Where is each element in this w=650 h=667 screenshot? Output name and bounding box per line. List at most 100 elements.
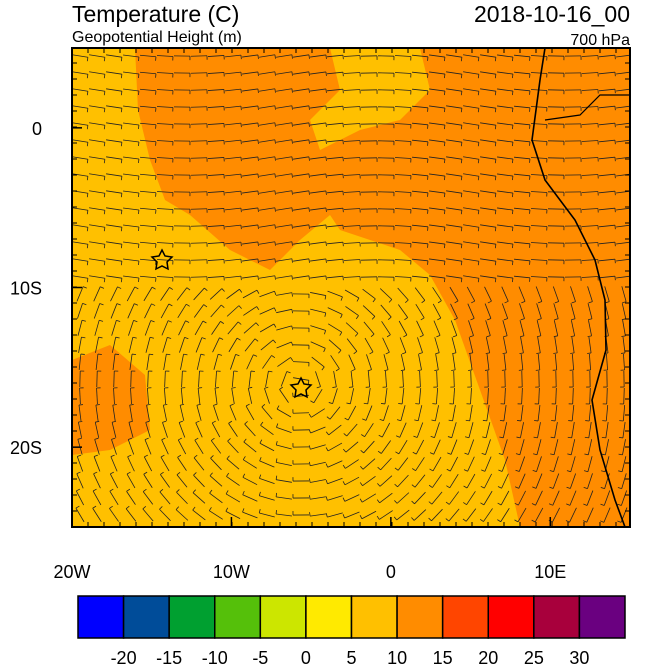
barb: [178, 422, 186, 438]
barb: [293, 156, 309, 160]
barb: [486, 405, 490, 421]
barb: [316, 386, 321, 389]
barb: [308, 190, 310, 195]
barb: [548, 503, 553, 506]
barb: [227, 321, 239, 335]
barb: [214, 387, 219, 389]
barb: [138, 277, 140, 283]
barb: [259, 173, 275, 177]
barb: [413, 435, 418, 438]
barb: [95, 337, 99, 353]
barb: [156, 157, 174, 159]
barb: [156, 191, 174, 193]
colorbar-box: [487, 595, 535, 639]
barb: [291, 224, 293, 229]
barb: [144, 437, 149, 440]
barb: [129, 404, 134, 406]
barb: [259, 439, 263, 444]
barb: [327, 323, 343, 333]
barb: [78, 420, 83, 423]
colorbar-box: [77, 595, 125, 639]
barb: [395, 435, 400, 438]
barb: [446, 468, 451, 472]
barb: [262, 355, 272, 369]
barb: [106, 241, 122, 245]
barb: [93, 286, 101, 302]
barb: [429, 71, 445, 75]
barb: [451, 337, 457, 353]
barb: [434, 369, 439, 371]
barb: [117, 286, 122, 289]
barb: [404, 317, 408, 321]
barb: [159, 491, 171, 505]
barb: [414, 474, 426, 488]
barb: [259, 460, 275, 468]
barb: [246, 354, 254, 370]
barb: [308, 275, 310, 280]
barb: [379, 475, 393, 487]
colorbar-label: -10: [202, 648, 228, 667]
barb: [257, 258, 259, 263]
barb: [128, 320, 134, 336]
barb: [198, 370, 200, 388]
barb: [536, 320, 542, 336]
barb: [156, 276, 174, 278]
barb: [147, 387, 149, 405]
barb: [86, 57, 89, 62]
barb: [106, 71, 122, 75]
barb: [520, 318, 525, 321]
barb: [225, 88, 241, 92]
barb: [412, 241, 428, 245]
barb: [242, 494, 258, 502]
barb: [242, 476, 258, 486]
barb: [396, 492, 410, 504]
barb: [463, 88, 479, 92]
barb: [394, 55, 412, 57]
barb: [160, 456, 170, 472]
barb: [453, 317, 458, 321]
barb: [604, 286, 610, 302]
barb: [581, 89, 599, 91]
barb: [477, 193, 480, 198]
barb: [327, 156, 343, 160]
barb: [207, 89, 225, 91]
barb: [225, 224, 241, 228]
barb: [260, 421, 264, 426]
level: 700 hPa: [570, 32, 630, 49]
barb: [231, 387, 236, 389]
barb: [480, 54, 496, 58]
barb: [537, 405, 541, 421]
barb: [485, 422, 491, 438]
barb: [412, 156, 428, 160]
barb: [259, 290, 275, 298]
barb: [600, 503, 605, 506]
barb: [572, 387, 574, 405]
barb: [570, 335, 575, 338]
barb: [454, 300, 459, 304]
barb: [310, 292, 326, 296]
barb: [497, 122, 513, 126]
barb: [362, 305, 376, 317]
barb: [416, 320, 424, 336]
barb: [477, 210, 480, 215]
barb: [308, 413, 312, 418]
barb: [379, 510, 393, 520]
barb: [417, 369, 422, 372]
barb: [274, 241, 276, 246]
colorbar-label: 25: [524, 648, 544, 667]
barb: [129, 354, 133, 370]
barb: [460, 261, 463, 266]
barb: [400, 354, 406, 370]
barb: [226, 288, 240, 300]
barb: [463, 71, 479, 75]
barb: [451, 422, 457, 438]
barb: [276, 139, 292, 143]
barb: [128, 422, 134, 438]
barb: [310, 479, 326, 483]
barb: [89, 224, 105, 228]
barb: [86, 261, 89, 266]
barb: [228, 420, 233, 424]
barb: [291, 122, 293, 127]
barb: [181, 370, 183, 388]
barb: [293, 54, 309, 58]
